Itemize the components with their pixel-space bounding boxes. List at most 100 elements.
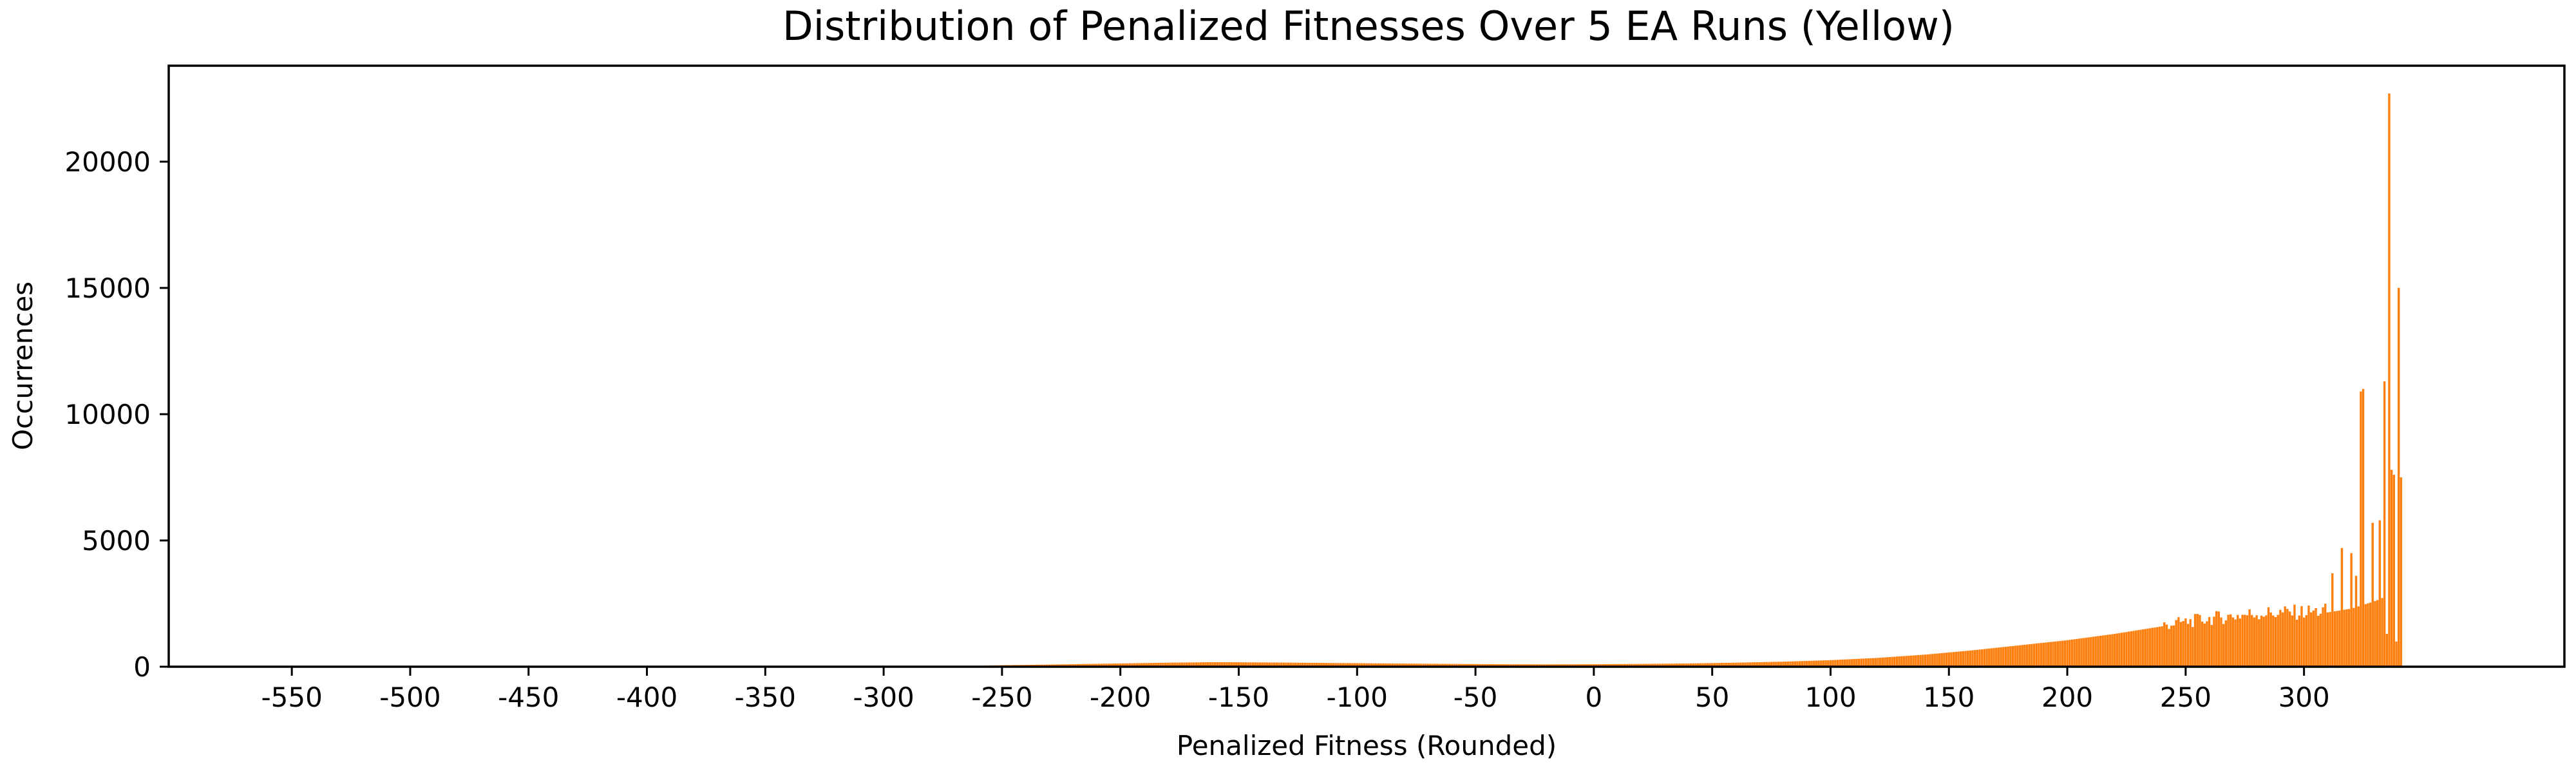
histogram-bar <box>1422 663 1425 667</box>
histogram-bar <box>2047 642 2050 667</box>
histogram-bar <box>1540 664 1543 667</box>
histogram-bar <box>2000 647 2002 667</box>
histogram-bar <box>1720 663 1723 667</box>
histogram-bar <box>1569 664 1571 667</box>
histogram-bar <box>1318 663 1321 667</box>
histogram-bar <box>1915 655 1917 667</box>
histogram-bar <box>1273 662 1276 667</box>
histogram-bar <box>1185 662 1188 667</box>
histogram-bar <box>1498 664 1501 667</box>
histogram-bar <box>1517 664 1519 667</box>
histogram-bar <box>1703 663 1707 667</box>
histogram-bar <box>2132 631 2135 667</box>
histogram-bar <box>2104 635 2107 667</box>
histogram-bar <box>2354 575 2358 667</box>
histogram-bar <box>1351 663 1354 667</box>
histogram-bar <box>2357 606 2360 667</box>
histogram-bar <box>1230 662 1233 667</box>
histogram-bar <box>1180 662 1183 667</box>
histogram-bar <box>1446 663 1448 667</box>
histogram-bar <box>2300 606 2303 667</box>
histogram-bar <box>2246 615 2249 667</box>
histogram-bar <box>1829 660 1832 667</box>
histogram-bar <box>2177 617 2180 667</box>
histogram-bar <box>2369 602 2372 667</box>
histogram-bar <box>1463 663 1465 667</box>
histogram-bar <box>1484 663 1486 667</box>
histogram-bar <box>2063 640 2067 667</box>
x-tick-label: 200 <box>2041 682 2093 713</box>
histogram-bar <box>2231 617 2235 667</box>
histogram-bar <box>1988 648 1991 667</box>
histogram-bar <box>1110 663 1112 667</box>
histogram-bar <box>2230 614 2232 667</box>
histogram-bar <box>2172 625 2175 667</box>
histogram-bar <box>1183 662 1186 667</box>
histogram-bar <box>1514 664 1517 667</box>
histogram-bar <box>1817 660 1820 667</box>
histogram-bar <box>1142 663 1146 667</box>
histogram-bar <box>1192 662 1195 667</box>
histogram-bar <box>1258 662 1262 667</box>
histogram-bar <box>1401 663 1403 667</box>
histogram-bar <box>1595 664 1598 667</box>
histogram-bar <box>2340 548 2344 667</box>
histogram-bar <box>1425 663 1427 667</box>
histogram-bar <box>1623 663 1626 667</box>
histogram-bar <box>1138 663 1141 667</box>
histogram-bar <box>1874 658 1877 667</box>
histogram-bar <box>1810 660 1813 667</box>
histogram-bar <box>1493 664 1496 667</box>
histogram-bar <box>2023 644 2026 667</box>
histogram-bar <box>1233 662 1235 667</box>
histogram-bar <box>1419 663 1423 667</box>
histogram-bar <box>2038 643 2040 667</box>
histogram-bar <box>1197 662 1200 667</box>
histogram-bar <box>1628 663 1631 667</box>
histogram-bar <box>1602 664 1605 667</box>
histogram-bar <box>1663 663 1666 667</box>
histogram-bar <box>1441 663 1444 667</box>
histogram-bar <box>1993 647 1995 667</box>
histogram-bar <box>2083 638 2085 667</box>
histogram-bar <box>1412 663 1416 667</box>
histogram-bar <box>2293 604 2296 667</box>
histogram-bar <box>1647 663 1650 667</box>
histogram-bar <box>1552 664 1555 667</box>
histogram-bar <box>1507 664 1510 667</box>
histogram-bar <box>2186 624 2190 667</box>
histogram-bar <box>1917 654 1920 667</box>
histogram-bar <box>2193 614 2197 667</box>
histogram-bar <box>1211 662 1214 667</box>
histogram-bar <box>1848 659 1851 667</box>
histogram-bar <box>1654 663 1657 667</box>
histogram-bar <box>1275 662 1278 667</box>
histogram-bar <box>2307 606 2310 667</box>
histogram-bar <box>2284 606 2286 667</box>
histogram-bar <box>2021 645 2023 667</box>
histogram-bar <box>1701 663 1704 667</box>
histogram-bar <box>1538 664 1541 667</box>
histogram-bar <box>1356 663 1358 667</box>
y-axis-label: Occurrences <box>7 282 39 450</box>
histogram-bar <box>2237 615 2239 667</box>
histogram-bar <box>1772 662 1775 667</box>
histogram-bar <box>1607 663 1609 667</box>
histogram-bar <box>2267 607 2270 667</box>
histogram-bar <box>2383 381 2386 667</box>
histogram-bar <box>2360 391 2362 667</box>
histogram-bar <box>1855 658 1858 667</box>
histogram-bar <box>1593 664 1595 667</box>
histogram-bar <box>1526 664 1529 667</box>
histogram-bar <box>1966 651 1969 667</box>
histogram-bar <box>1709 663 1711 667</box>
histogram-bar <box>1429 663 1432 667</box>
histogram-bar <box>2009 646 2012 667</box>
histogram-bar <box>1095 663 1098 667</box>
histogram-bar <box>2192 627 2194 667</box>
histogram-bar <box>1083 663 1086 667</box>
histogram-bar <box>1827 660 1830 667</box>
histogram-bar <box>1306 662 1309 667</box>
histogram-bar <box>1900 656 1903 667</box>
histogram-bar <box>1578 664 1581 667</box>
